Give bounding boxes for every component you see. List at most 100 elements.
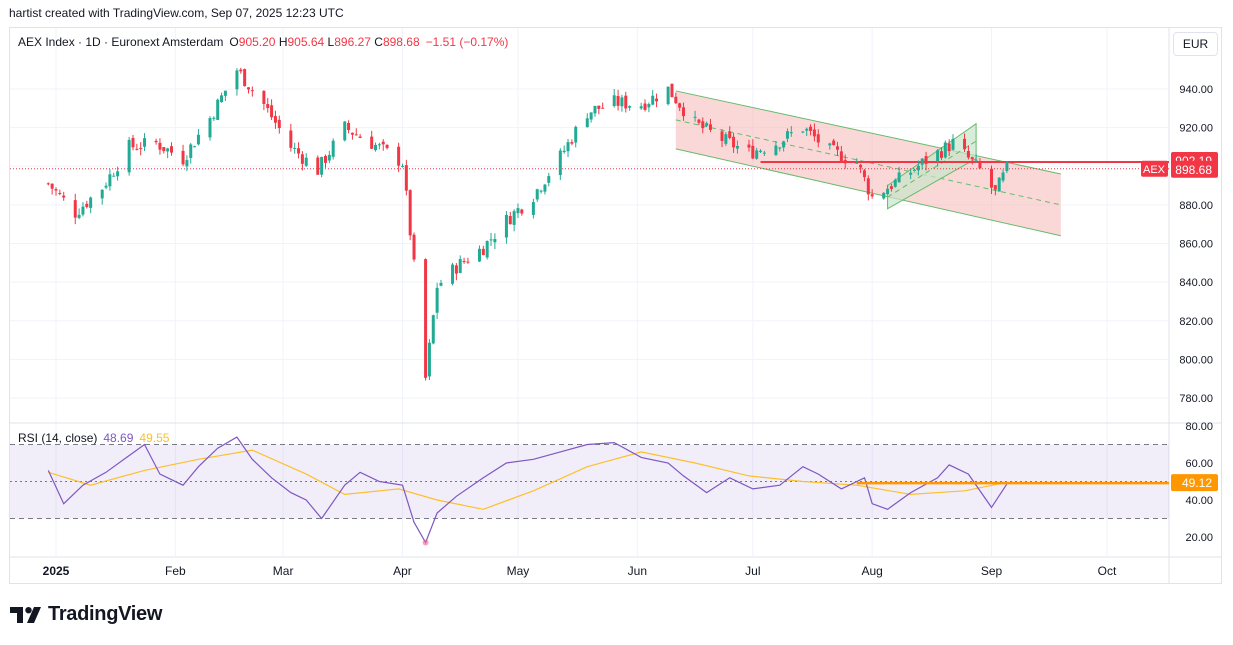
candle-body: [193, 146, 197, 148]
candle-body: [963, 138, 967, 150]
candle-body: [116, 171, 120, 177]
candle-body: [216, 99, 220, 120]
candle-body: [477, 248, 481, 262]
candle-body: [493, 238, 497, 243]
candle-body: [262, 90, 266, 105]
candle-body: [886, 188, 890, 195]
candle-body: [893, 179, 897, 187]
time-tick-label: May: [507, 564, 530, 578]
candle-body: [239, 69, 243, 72]
rsi-ma-value: 49.55: [139, 431, 170, 445]
candle-body: [697, 119, 701, 123]
candle-body: [951, 138, 955, 150]
tradingview-wordmark: TradingView: [48, 603, 163, 625]
candle-body: [158, 142, 162, 150]
candle-body: [647, 104, 651, 108]
time-tick-label: Sep: [981, 564, 1003, 578]
candle-body: [920, 158, 924, 165]
close-label: C: [374, 35, 383, 49]
rsi-oversold-marker: [422, 539, 429, 546]
high-value: 905.64: [287, 35, 325, 49]
candle-body: [320, 156, 324, 175]
candle-body: [759, 150, 763, 152]
candle-body: [870, 194, 874, 197]
candle-body: [520, 209, 524, 214]
candle-body: [397, 146, 401, 166]
candle-body: [720, 131, 724, 141]
candle-body: [751, 145, 755, 159]
candle-body: [304, 157, 308, 166]
candle-body: [181, 150, 185, 165]
candle-body: [297, 148, 301, 154]
candle-body: [54, 189, 58, 191]
candle-body: [223, 90, 227, 96]
candle-body: [189, 144, 193, 158]
candle-body: [651, 95, 655, 105]
candle-body: [882, 192, 886, 199]
candle-body: [212, 117, 216, 119]
candle-body: [705, 123, 709, 126]
candle-body: [404, 165, 408, 191]
candle-body: [839, 151, 843, 162]
candle-body: [108, 174, 112, 187]
channel-top-line: [675, 90, 1061, 175]
candle-body: [81, 206, 85, 215]
candle-body: [628, 106, 632, 108]
change-value: −1.51 (−0.17%): [425, 35, 509, 49]
candle-body: [331, 140, 335, 157]
candle-body: [451, 264, 455, 284]
candle-body: [354, 134, 358, 136]
descending-channel-fill: [675, 90, 1061, 236]
candle-body: [250, 90, 254, 92]
candle-body: [620, 97, 624, 107]
candle-body: [913, 169, 917, 171]
price-tick-label: 880.00: [1179, 200, 1213, 212]
rsi-tick-label: 80.00: [1185, 421, 1213, 433]
candle-body: [674, 96, 678, 104]
candle-body: [789, 132, 793, 134]
candle-body: [131, 137, 135, 148]
candle-body: [508, 216, 512, 225]
candle-body: [439, 282, 443, 286]
rsi-line: [47, 436, 1008, 544]
candle-body: [866, 178, 870, 195]
price-tick-label: 800.00: [1179, 354, 1213, 366]
symbol-tag: AEX: [1143, 164, 1166, 176]
candle-body: [1001, 172, 1005, 181]
candle-body: [539, 190, 543, 192]
candle-body: [46, 183, 50, 185]
time-tick-label: 2025: [43, 564, 70, 578]
candle-body: [832, 140, 836, 146]
candle-body: [735, 145, 739, 149]
candle-body: [270, 105, 274, 118]
candle-body: [990, 168, 994, 188]
candle-body: [616, 95, 620, 106]
tradingview-logo[interactable]: TradingView: [10, 603, 162, 626]
price-tick-label: 860.00: [1179, 239, 1213, 251]
price-tick-label: 940.00: [1179, 84, 1213, 96]
rsi-level-tag-bg: [1171, 474, 1218, 492]
candle-body: [978, 161, 982, 169]
candle-body: [385, 144, 389, 149]
price-tick-label: 780.00: [1179, 393, 1213, 405]
candle-body: [166, 148, 170, 152]
candle-body: [535, 189, 539, 200]
candle-body: [246, 87, 250, 90]
high-label: H: [278, 35, 288, 49]
candle-body: [50, 183, 54, 189]
candle-body: [682, 107, 686, 117]
candle-body: [462, 261, 466, 263]
candle-body: [862, 170, 866, 178]
candle-body: [381, 141, 385, 145]
candle-body: [570, 142, 574, 144]
candle-body: [997, 177, 1001, 192]
candle-body: [73, 200, 77, 218]
candle-body: [939, 151, 943, 158]
currency-button[interactable]: EUR: [1173, 32, 1218, 56]
candle-body: [708, 124, 712, 130]
candle-body: [374, 144, 378, 151]
candle-body: [458, 259, 462, 273]
candle-body: [293, 147, 297, 149]
candle-body: [208, 118, 212, 138]
